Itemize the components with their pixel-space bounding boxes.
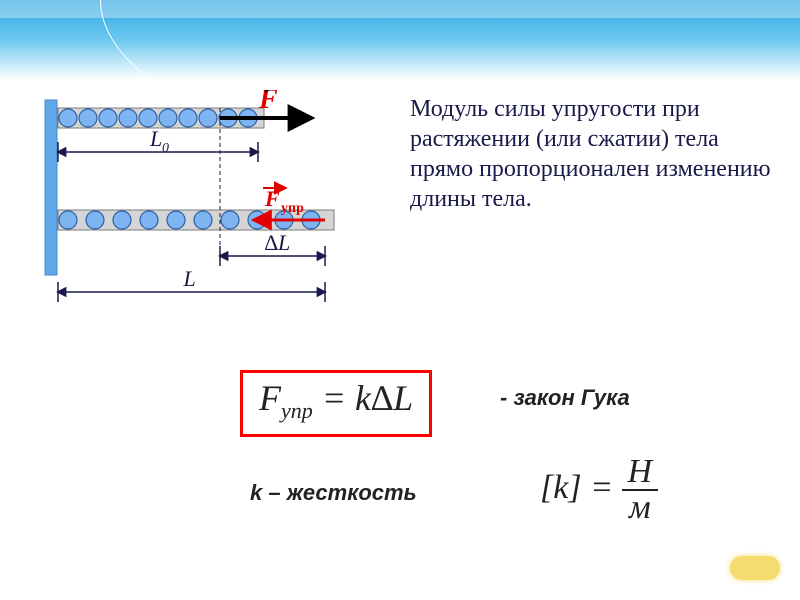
dim-label: L [149, 126, 162, 151]
hooke-law-label: - закон Гука [500, 385, 630, 411]
bracket-open: [ [540, 469, 553, 506]
unit-num: H [622, 455, 659, 491]
unit-eq: = [582, 469, 622, 506]
spring-diagram: FFупрL0∆LL [20, 90, 400, 320]
spring-coil [59, 109, 77, 127]
description-text: Модуль силы упругости при растяжении (ил… [410, 94, 780, 214]
unit-k: k [553, 469, 568, 506]
spring-coil [159, 109, 177, 127]
dim-label-sub: 0 [162, 141, 169, 156]
label-Fupr-sub: упр [281, 201, 304, 216]
content: FFупрL0∆LL Модуль силы упругости при рас… [0, 80, 800, 600]
spring-coil [179, 109, 197, 127]
dim-label: L [183, 266, 196, 291]
next-button[interactable] [730, 556, 780, 580]
unit-formula: [k] = Hм [540, 455, 658, 525]
banner-curve [100, 0, 800, 80]
spring-coil [119, 109, 137, 127]
label-Fupr: F [264, 186, 280, 211]
bracket-close: ] [568, 469, 581, 506]
spring-coil [79, 109, 97, 127]
hooke-formula: Fупр = k∆L [240, 370, 432, 437]
spring-coil [221, 211, 239, 229]
spring-coil [194, 211, 212, 229]
spring-coil [99, 109, 117, 127]
formula-rest: = k∆L [313, 378, 413, 418]
spring-coil [167, 211, 185, 229]
formula-F: F [259, 378, 281, 418]
spring-coil [59, 211, 77, 229]
dim-label: ∆L [265, 230, 291, 255]
spring-coil [86, 211, 104, 229]
label-F: F [258, 90, 278, 115]
formula-sub: упр [281, 398, 313, 423]
spring-coil [113, 211, 131, 229]
banner [0, 0, 800, 80]
spring-coil [139, 109, 157, 127]
spring-coil [199, 109, 217, 127]
wall [45, 100, 57, 275]
stiffness-label: k – жесткость [250, 480, 417, 506]
unit-den: м [622, 491, 659, 525]
unit-fraction: Hм [622, 455, 659, 525]
spring-coil [140, 211, 158, 229]
